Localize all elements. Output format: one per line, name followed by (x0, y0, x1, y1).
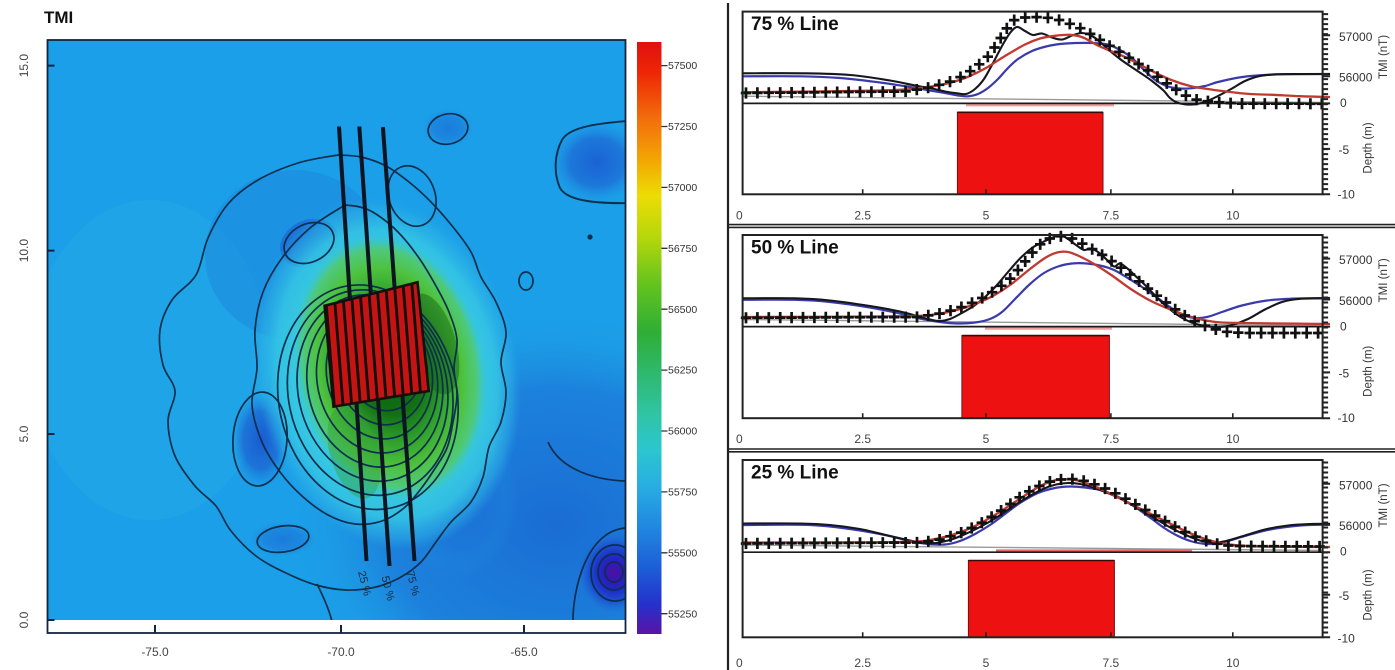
svg-text:5: 5 (983, 432, 990, 446)
svg-text:0: 0 (736, 209, 743, 223)
svg-text:55750: 55750 (668, 487, 697, 499)
svg-text:50 % Line: 50 % Line (751, 238, 839, 259)
svg-text:7.5: 7.5 (1103, 656, 1120, 670)
svg-text:2.5: 2.5 (854, 656, 871, 670)
svg-text:57250: 57250 (668, 121, 697, 133)
svg-text:Depth (m): Depth (m) (1363, 122, 1375, 173)
svg-text:56000: 56000 (1339, 71, 1373, 85)
svg-text:0: 0 (1340, 545, 1347, 559)
svg-text:57500: 57500 (668, 60, 697, 72)
svg-text:0: 0 (736, 432, 743, 446)
svg-text:-10: -10 (1338, 411, 1356, 425)
svg-text:-10: -10 (1338, 188, 1356, 202)
svg-text:57000: 57000 (1339, 478, 1373, 492)
svg-text:55250: 55250 (668, 608, 697, 620)
svg-text:57000: 57000 (1339, 30, 1373, 44)
svg-text:TMI (nT): TMI (nT) (1378, 483, 1390, 527)
svg-text:56750: 56750 (668, 243, 697, 255)
svg-text:5.0: 5.0 (17, 425, 31, 442)
svg-text:-65.0: -65.0 (510, 645, 538, 659)
svg-text:10: 10 (1226, 209, 1240, 223)
svg-text:25 % Line: 25 % Line (751, 463, 839, 484)
svg-text:TMI (nT): TMI (nT) (1378, 258, 1390, 302)
svg-text:5: 5 (983, 656, 990, 670)
svg-text:57000: 57000 (1339, 253, 1373, 267)
svg-text:TMI (nT): TMI (nT) (1378, 35, 1390, 79)
svg-text:0: 0 (736, 656, 743, 670)
svg-text:10.0: 10.0 (17, 239, 31, 263)
svg-text:75 %: 75 % (404, 570, 422, 597)
svg-text:56000: 56000 (1339, 294, 1373, 308)
svg-text:-5: -5 (1339, 143, 1350, 157)
svg-text:0.0: 0.0 (17, 611, 31, 628)
svg-text:56000: 56000 (1339, 519, 1373, 533)
svg-text:56500: 56500 (668, 304, 697, 316)
svg-text:2.5: 2.5 (854, 209, 871, 223)
svg-text:TMI: TMI (44, 8, 73, 27)
svg-text:0: 0 (1340, 96, 1347, 110)
svg-text:-75.0: -75.0 (141, 645, 169, 659)
svg-text:50 %: 50 % (379, 575, 397, 602)
svg-text:0: 0 (1340, 319, 1347, 333)
svg-text:10: 10 (1226, 432, 1240, 446)
svg-text:56250: 56250 (668, 365, 697, 377)
svg-text:25 %: 25 % (355, 570, 373, 597)
svg-text:-5: -5 (1339, 366, 1350, 380)
svg-text:10: 10 (1226, 656, 1240, 670)
svg-text:-10: -10 (1338, 632, 1356, 646)
svg-text:7.5: 7.5 (1103, 432, 1120, 446)
svg-text:5: 5 (983, 209, 990, 223)
svg-text:55500: 55500 (668, 547, 697, 559)
svg-text:-70.0: -70.0 (327, 645, 355, 659)
svg-text:2.5: 2.5 (854, 432, 871, 446)
svg-text:Depth (m): Depth (m) (1363, 569, 1375, 620)
svg-text:-5: -5 (1339, 589, 1350, 603)
svg-text:75 % Line: 75 % Line (751, 14, 839, 35)
svg-text:7.5: 7.5 (1103, 209, 1120, 223)
svg-text:Depth (m): Depth (m) (1363, 346, 1375, 397)
svg-text:57000: 57000 (668, 182, 697, 194)
svg-text:15.0: 15.0 (17, 54, 31, 78)
svg-text:56000: 56000 (668, 426, 697, 438)
